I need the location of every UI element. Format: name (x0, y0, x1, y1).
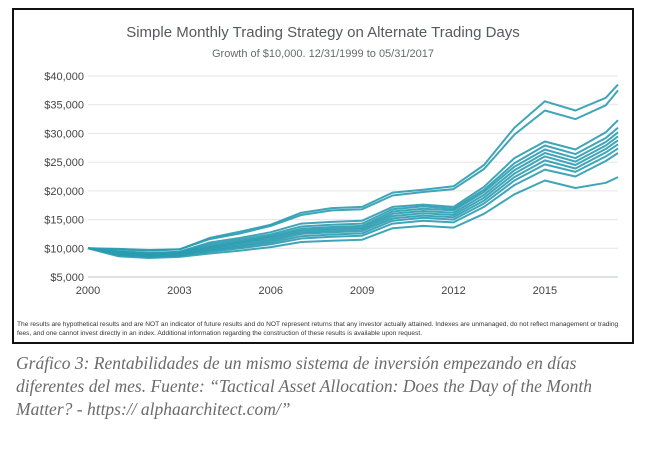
y-tick-label: $35,000 (44, 100, 84, 112)
y-tick-label: $5,000 (50, 272, 84, 284)
y-tick-label: $15,000 (44, 215, 84, 227)
chart-frame: Simple Monthly Trading Strategy on Alter… (12, 8, 634, 344)
chart-subtitle: Growth of $10,000. 12/31/1999 to 05/31/2… (211, 48, 434, 60)
y-tick-label: $25,000 (44, 157, 84, 169)
y-tick-label: $30,000 (44, 128, 84, 140)
figure-caption: Gráfico 3: Rentabilidades de un mismo si… (16, 353, 592, 419)
series-line-10 (87, 152, 619, 258)
y-tick-label: $20,000 (44, 186, 84, 198)
line-chart: $5,000 $10,000 $15,000 $20,000 $25,000 $30,00… (44, 71, 619, 297)
y-tick-label: $40,000 (44, 71, 84, 83)
x-tick-label: 2015 (533, 285, 557, 297)
series-line-11 (87, 176, 619, 259)
x-tick-label: 2000 (76, 285, 100, 297)
x-tick-label: 2003 (167, 285, 191, 297)
series-line-2 (87, 89, 619, 251)
x-tick-label: 2009 (350, 285, 374, 297)
x-tick-label: 2006 (259, 285, 283, 297)
y-tick-label: $10,000 (44, 243, 84, 255)
chart-title: Simple Monthly Trading Strategy on Alter… (126, 24, 520, 41)
x-tick-label: 2012 (441, 285, 465, 297)
disclaimer-text: The results are hypothetical results and… (17, 321, 619, 337)
